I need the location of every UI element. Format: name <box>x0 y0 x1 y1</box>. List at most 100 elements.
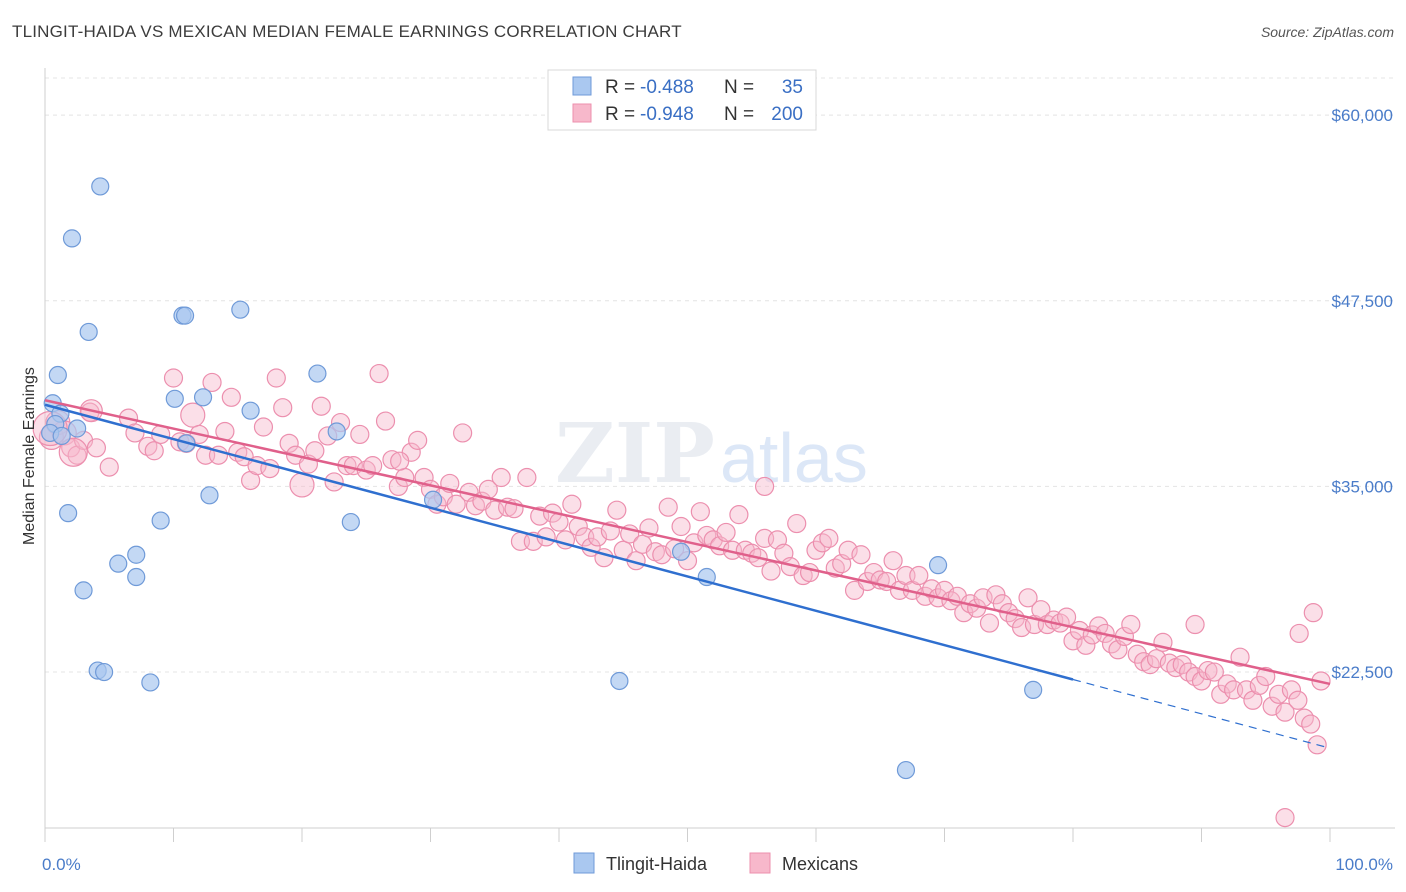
mexicans-point <box>1281 680 1302 700</box>
legend-n-label: N = <box>724 104 754 125</box>
mexicans-point <box>671 516 691 537</box>
mexicans-point <box>86 438 107 458</box>
tlingit-haida-point <box>165 389 184 408</box>
tlingit-haida-point <box>91 177 110 196</box>
mexicans-point <box>979 613 1000 633</box>
gridlines <box>45 77 1395 673</box>
mexicans-point <box>1127 644 1147 664</box>
mexicans-point <box>202 372 222 393</box>
mexicans-point <box>806 540 826 560</box>
tlingit-haida-point <box>341 512 360 532</box>
mexicans-point <box>453 423 473 443</box>
mexicans-point <box>1303 603 1323 623</box>
mexicans-point <box>311 396 331 416</box>
mexicans-point <box>1268 684 1289 704</box>
mexicans-point <box>491 467 511 488</box>
tlingit-haida-point <box>151 511 170 530</box>
bottom-legend: Tlingit-Haida Mexicans <box>573 852 858 874</box>
bottom-legend-swatch-tlingit-haida <box>573 852 595 874</box>
mexicans-point <box>819 528 839 548</box>
tlingit-haida-point <box>327 422 346 441</box>
mexicans-point <box>180 402 206 428</box>
mexicans-point <box>729 505 749 525</box>
legend-swatch-mexicans <box>572 103 592 123</box>
tlingit-haida-trend-extension <box>1072 678 1331 749</box>
mexicans-point <box>1236 680 1257 700</box>
y-tick-label: $47,500 <box>1332 292 1393 311</box>
chart-title: TLINGIT-HAIDA VS MEXICAN MEDIAN FEMALE E… <box>12 22 682 41</box>
watermark-zip: ZIP <box>555 406 715 502</box>
mexicans-point <box>273 398 293 418</box>
mexicans-point <box>1018 588 1038 608</box>
mexicans-point <box>754 476 775 497</box>
tlingit-haida-point <box>200 486 219 505</box>
tlingit-haida-point <box>308 364 327 383</box>
mexicans-point <box>1063 631 1083 651</box>
y-tick-label: $60,000 <box>1332 106 1393 125</box>
mexicans-point <box>761 561 781 581</box>
mexicans-point <box>1289 623 1309 644</box>
x-tick-label: 100.0% <box>1335 855 1393 874</box>
mexicans-point <box>350 424 370 445</box>
y-tick-label: $22,500 <box>1332 663 1393 682</box>
mexicans-point <box>221 387 241 407</box>
watermark: ZIP atlas <box>555 406 868 502</box>
mexicans-point <box>99 457 119 477</box>
trend-lines <box>44 399 1331 749</box>
mexicans-point <box>1076 635 1096 655</box>
x-tick-labels: 0.0% 100.0% <box>42 855 1393 874</box>
mexicans-point <box>144 441 164 461</box>
mexicans-point <box>369 363 389 384</box>
bottom-legend-mexicans: Mexicans <box>782 854 858 874</box>
legend-n-mexicans: 200 <box>771 104 803 125</box>
mexicans-point <box>690 502 710 522</box>
tlingit-haida-point <box>79 322 98 342</box>
mexicans-point <box>1288 690 1308 710</box>
mexicans-point <box>1204 662 1224 682</box>
legend-swatch-tlingit-haida <box>572 76 592 96</box>
legend-r-label: R = <box>605 104 635 125</box>
mexicans-point <box>851 545 871 565</box>
mexicans-point <box>787 513 807 534</box>
mexicans-point <box>517 467 537 488</box>
mexicans-point <box>382 450 402 470</box>
mexicans-point <box>658 497 678 517</box>
mexicans-point <box>716 522 736 543</box>
tlingit-haida-point <box>896 760 916 780</box>
mexicans-point <box>253 417 274 437</box>
tlingit-haida-point <box>48 365 67 385</box>
tlingit-haida-point <box>231 300 250 319</box>
mexicans-point <box>363 456 383 476</box>
watermark-atlas: atlas <box>720 419 868 497</box>
mexicans-point <box>1185 614 1205 635</box>
legend-r-label: R = <box>605 77 635 98</box>
tlingit-haida-point <box>141 673 160 692</box>
mexicans-point <box>375 411 396 431</box>
y-tick-label: $35,000 <box>1332 477 1393 496</box>
mexicans-point <box>1198 660 1218 681</box>
mexicans-trend-line <box>44 399 1331 686</box>
mexicans-point <box>1172 655 1192 675</box>
tlingit-haida-point <box>671 542 691 561</box>
tlingit-haida-point <box>928 556 948 575</box>
mexicans-point <box>1301 714 1321 734</box>
tlingit-haida-points <box>41 177 1043 780</box>
tlingit-haida-point <box>59 504 78 523</box>
tlingit-haida-point <box>241 401 260 420</box>
mexicans-point <box>883 551 903 571</box>
mexicans-point <box>1146 649 1167 669</box>
mexicans-point <box>909 565 929 586</box>
tlingit-haida-point <box>52 426 71 446</box>
tlingit-haida-point <box>193 388 213 407</box>
mexicans-point <box>1275 702 1295 722</box>
mexicans-point <box>279 433 299 453</box>
tlingit-haida-point <box>62 229 82 248</box>
bottom-legend-tlingit-haida: Tlingit-Haida <box>606 854 708 874</box>
mexicans-point <box>408 430 428 450</box>
mexicans-point <box>1211 684 1231 704</box>
mexicans-point <box>607 500 627 520</box>
mexicans-point <box>58 437 88 467</box>
mexicans-point <box>163 368 184 388</box>
y-tick-labels: $22,500 $35,000 $47,500 $60,000 <box>1332 106 1393 682</box>
mexicans-point <box>1230 647 1250 667</box>
